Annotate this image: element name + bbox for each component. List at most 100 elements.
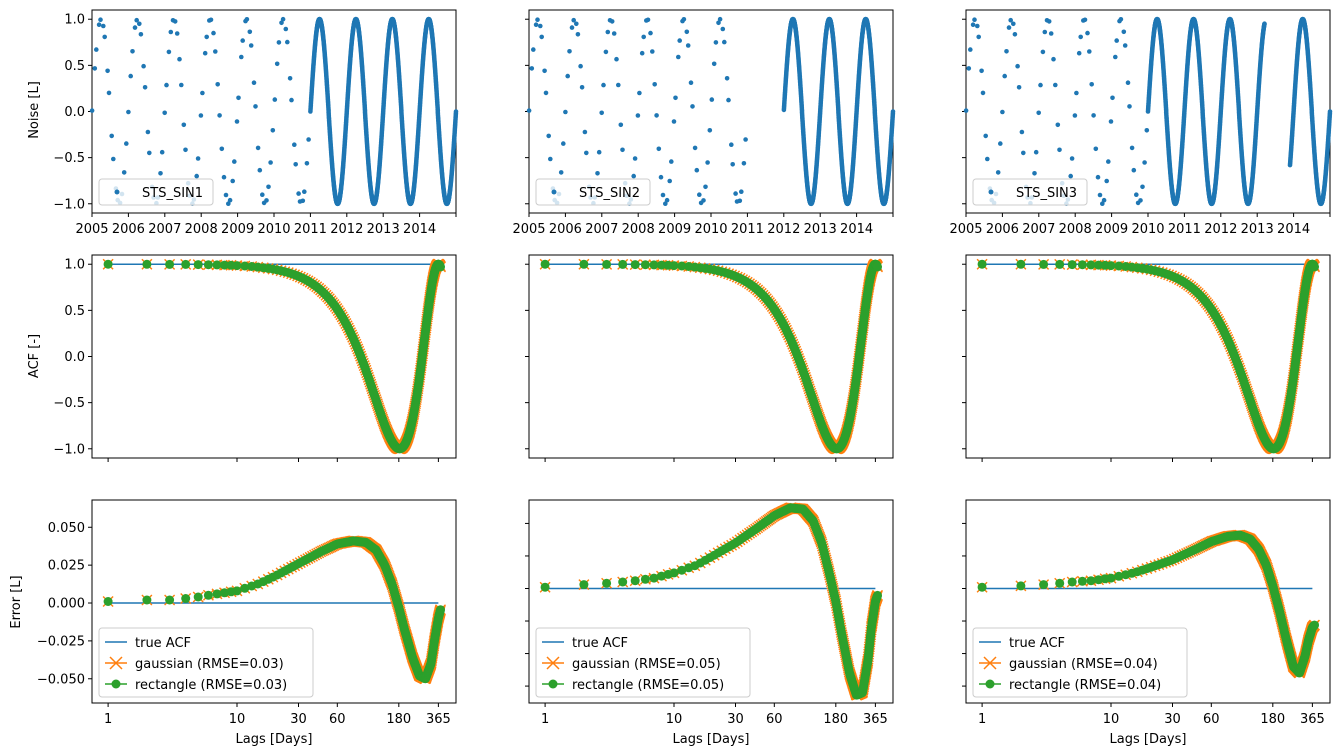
noise-point bbox=[1108, 119, 1114, 124]
noise-point bbox=[637, 90, 642, 96]
noise-point bbox=[164, 82, 169, 88]
noise-xtick-label: 2013 bbox=[1241, 222, 1274, 237]
noise-scatter-points-1 bbox=[89, 16, 459, 207]
noise-point bbox=[194, 173, 199, 179]
noise-xtick-label: 2013 bbox=[804, 222, 837, 237]
noise-point bbox=[639, 50, 645, 56]
noise-point bbox=[543, 90, 549, 96]
noise-point bbox=[253, 104, 258, 109]
noise-point bbox=[1138, 198, 1143, 203]
noise-xtick-label: 2014 bbox=[1277, 222, 1310, 237]
noise-point bbox=[620, 147, 625, 153]
noise-point bbox=[526, 108, 532, 113]
noise-point bbox=[141, 63, 146, 69]
noise-point bbox=[995, 170, 1001, 175]
noise-point bbox=[1053, 82, 1058, 88]
noise-point bbox=[1004, 49, 1009, 54]
noise-point bbox=[611, 31, 617, 36]
noise-point bbox=[255, 145, 261, 151]
noise-point bbox=[183, 147, 188, 153]
noise-point bbox=[98, 17, 103, 23]
noise-point bbox=[707, 128, 713, 133]
noise-point bbox=[280, 16, 286, 22]
noise-point bbox=[724, 76, 730, 81]
noise-point bbox=[584, 150, 589, 156]
noise-point bbox=[1129, 145, 1135, 151]
noise-point bbox=[270, 128, 276, 133]
noise-point bbox=[722, 39, 727, 45]
noise-xtick-label: 2008 bbox=[185, 222, 218, 237]
noise-point bbox=[631, 173, 636, 179]
noise-point bbox=[179, 82, 184, 88]
noise-point bbox=[1121, 29, 1127, 35]
noise-1-ytick-label: −0.5 bbox=[53, 151, 85, 166]
noise-point bbox=[616, 82, 621, 88]
noise-point bbox=[124, 141, 129, 146]
noise-point bbox=[1076, 50, 1082, 56]
noise-point bbox=[1042, 29, 1048, 35]
noise-point bbox=[648, 30, 653, 36]
noise-xtick-label: 2008 bbox=[622, 222, 655, 237]
noise-point bbox=[688, 80, 694, 85]
noise-point bbox=[737, 198, 743, 204]
noise-point bbox=[1091, 113, 1096, 118]
noise-point bbox=[618, 122, 624, 128]
noise-point bbox=[1057, 147, 1062, 153]
acf-rectangle-marker bbox=[232, 261, 242, 271]
noise-point bbox=[1101, 197, 1107, 203]
acf-panel-1 bbox=[91, 254, 457, 459]
noise-point bbox=[248, 43, 254, 48]
noise-point bbox=[582, 129, 588, 135]
noise-legend-1: STS_SIN1 bbox=[98, 178, 214, 206]
noise-point bbox=[1046, 19, 1052, 24]
noise-point bbox=[215, 82, 220, 87]
noise-point bbox=[569, 25, 575, 30]
noise-point bbox=[1016, 85, 1022, 90]
noise-point bbox=[658, 174, 664, 180]
error-ylabel: Error [L] bbox=[9, 575, 24, 628]
noise-xtick-label: 2011 bbox=[1168, 222, 1201, 237]
noise-point bbox=[236, 95, 241, 101]
noise-xtick-label: 2007 bbox=[148, 222, 181, 237]
noise-point bbox=[293, 162, 299, 167]
noise-1-ytick-label: −1.0 bbox=[53, 197, 85, 212]
noise-scatter-points-3 bbox=[963, 16, 1333, 207]
noise-xtick-label: 2006 bbox=[549, 222, 582, 237]
noise-point bbox=[645, 17, 651, 23]
noise-point bbox=[976, 34, 981, 40]
noise-point bbox=[667, 178, 672, 184]
noise-point bbox=[227, 197, 233, 203]
noise-point bbox=[276, 40, 282, 45]
noise-point bbox=[571, 17, 576, 23]
noise-point bbox=[1104, 178, 1109, 184]
noise-point bbox=[726, 97, 731, 103]
noise-point bbox=[181, 122, 187, 128]
noise-point bbox=[268, 160, 273, 165]
noise-point bbox=[533, 22, 539, 28]
noise-xtick-label: 2011 bbox=[294, 222, 327, 237]
noise-point bbox=[1006, 25, 1012, 30]
noise-point bbox=[970, 22, 976, 28]
noise-scatter-points-2 bbox=[526, 16, 896, 207]
noise-point bbox=[713, 40, 719, 45]
noise-point bbox=[641, 34, 646, 40]
noise-point bbox=[692, 145, 698, 151]
noise-point bbox=[1048, 31, 1054, 36]
noise-point bbox=[983, 133, 988, 139]
noise-xtick-label: 2009 bbox=[221, 222, 254, 237]
noise-point bbox=[1055, 122, 1061, 128]
noise-point bbox=[137, 21, 142, 27]
noise-point bbox=[1019, 129, 1025, 135]
noise-point bbox=[681, 17, 687, 22]
noise-point bbox=[217, 113, 222, 118]
acf-1-ytick-label: −1.0 bbox=[53, 442, 85, 457]
noise-xtick-label: 2014 bbox=[840, 222, 873, 237]
noise-point bbox=[963, 108, 969, 113]
noise-xtick-label: 2012 bbox=[1204, 222, 1237, 237]
noise-point bbox=[697, 192, 702, 197]
noise-point bbox=[1072, 113, 1078, 118]
noise-point bbox=[529, 66, 535, 71]
noise-point bbox=[1040, 49, 1046, 55]
noise-1-ytick-label: 1.0 bbox=[64, 13, 85, 28]
noise-point bbox=[285, 39, 290, 45]
